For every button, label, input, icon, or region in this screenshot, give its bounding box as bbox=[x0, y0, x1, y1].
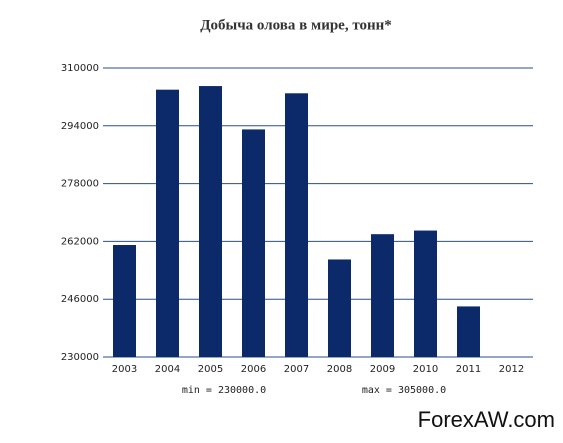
y-tick-label: 230000 bbox=[61, 352, 99, 363]
chart-title: Добыча олова в мире, тонн* bbox=[200, 17, 392, 33]
x-tick-label: 2007 bbox=[284, 364, 309, 375]
bar bbox=[414, 230, 437, 357]
y-tick-label: 262000 bbox=[61, 236, 99, 247]
x-tick-label: 2005 bbox=[198, 364, 223, 375]
bar bbox=[285, 93, 308, 357]
bar bbox=[113, 245, 136, 357]
bar bbox=[328, 259, 351, 357]
x-tick-label: 2010 bbox=[413, 364, 438, 375]
bar bbox=[156, 89, 179, 358]
y-tick-label: 294000 bbox=[61, 121, 99, 132]
min-label: min = 230000.0 bbox=[182, 385, 266, 396]
bar bbox=[371, 234, 394, 357]
x-tick-label: 2004 bbox=[155, 364, 180, 375]
x-tick-label: 2006 bbox=[241, 364, 266, 375]
y-tick-label: 246000 bbox=[61, 294, 99, 305]
x-tick-label: 2008 bbox=[327, 364, 352, 375]
x-tick-label: 2012 bbox=[499, 364, 524, 375]
bar bbox=[457, 306, 480, 357]
y-tick-label: 310000 bbox=[61, 63, 99, 74]
x-tick-label: 2009 bbox=[370, 364, 395, 375]
x-tick-label: 2011 bbox=[456, 364, 481, 375]
bar bbox=[242, 129, 265, 357]
y-tick-label: 278000 bbox=[61, 179, 99, 190]
bar bbox=[199, 86, 222, 357]
watermark: ForexAW.com bbox=[418, 407, 555, 432]
max-label: max = 305000.0 bbox=[362, 385, 446, 396]
x-tick-label: 2003 bbox=[112, 364, 137, 375]
